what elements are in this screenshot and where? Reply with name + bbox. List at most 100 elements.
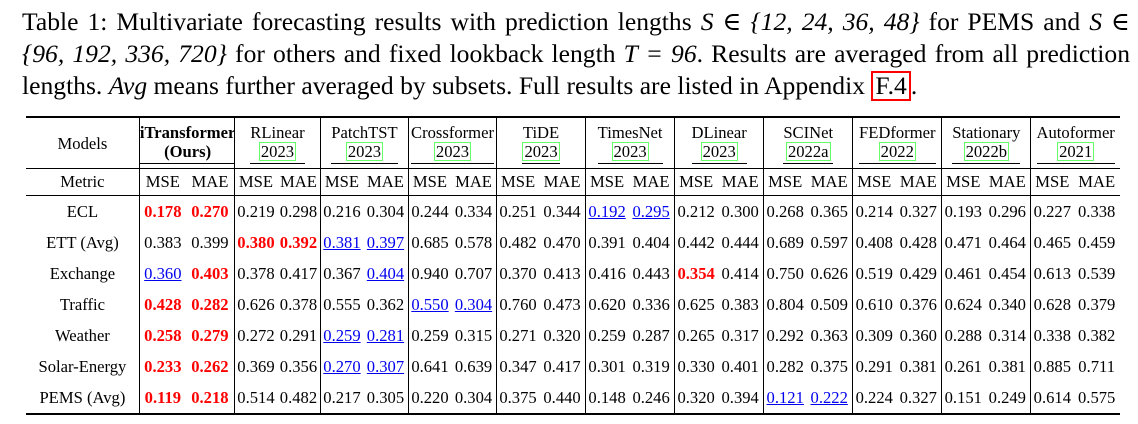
metric-value: 0.344 [543,201,581,221]
citation-year[interactable]: 2022a [785,141,831,161]
model-citation-link[interactable]: 2022a [783,141,833,161]
metric-value: 0.375 [810,356,848,376]
metric-value-cell: 0.295 [628,196,675,228]
metric-value-cell: 0.259 [319,320,363,351]
metric-value-cell: 0.804 [763,289,807,320]
dataset-label: Exchange [49,263,116,283]
metric-value: 0.414 [721,263,759,283]
metric-value: 0.338 [1033,325,1072,345]
metric-value-cell: 0.219 [233,195,277,227]
citation-year[interactable]: 2022 [878,141,916,161]
mse-header: MSE [852,168,896,196]
model-name: SCINet [783,122,834,142]
metric-value: 0.444 [721,232,759,252]
model-citation-link[interactable]: 2023 [250,141,304,161]
metric-value-cell: 0.365 [806,196,853,228]
metric-value-cell: 0.224 [852,382,896,415]
metric-value-cell: 0.620 [585,289,629,320]
metric-value-cell: 0.282 [763,351,807,382]
caption-avg: Avg [108,71,148,100]
metric-value: 0.639 [454,356,493,376]
model-citation-link[interactable]: 2023 [411,141,494,161]
citation-year[interactable]: 2022b [963,141,1010,161]
model-header: PatchTST 2023 [319,116,409,169]
metric-value-cell: 0.626 [806,258,853,289]
citation-year[interactable]: 2023 [258,141,297,161]
metric-value: 0.307 [366,356,405,376]
metric-value: 0.428 [144,294,182,314]
citation-year[interactable]: 2023 [611,141,649,161]
metric-value-cell: 0.251 [496,195,540,227]
metric-value: 0.417 [279,263,318,283]
metric-value-cell: 0.885 [1030,351,1074,382]
metric-value-cell: 0.454 [984,258,1031,289]
metric-value: 0.940 [411,263,449,283]
model-name: TimesNet [597,122,663,142]
metric-value: 0.885 [1033,356,1072,376]
table-row: Exchange 0.360 0.403 0.378 0.417 0.367 0.404 0.… [26,258,1120,289]
metric-value-cell: 0.282 [186,289,235,320]
metric-header-row: Metric MSE MAE MSE MAE MSE MAE MSE MAE MSE MAE MSE… [26,168,1120,196]
metric-value-cell: 0.550 [407,289,451,320]
metric-value: 0.804 [766,294,804,314]
metric-value: 0.614 [1033,387,1072,407]
model-citation-link[interactable]: 2022b [952,141,1020,161]
metric-value: 0.217 [323,387,361,407]
citation-year[interactable]: 2023 [522,141,560,161]
citation-year[interactable]: 2021 [1057,141,1095,161]
metric-value: 0.707 [454,263,493,283]
metric-value-cell: 0.178 [138,195,186,227]
metric-value: 0.148 [588,387,626,407]
metric-value: 0.298 [279,201,318,221]
metric-value-cell: 0.362 [363,289,409,320]
metric-value-cell: 0.369 [233,351,277,382]
model-citation-link[interactable]: 2021 [1037,141,1115,161]
metric-value-cell: 0.249 [984,382,1031,415]
citation-year[interactable]: 2023 [700,141,738,161]
metric-value: 0.319 [632,356,670,376]
mse-header: MSE [496,168,540,196]
metric-value-cell: 0.555 [319,289,363,320]
metric-value-cell: 0.509 [806,289,853,320]
model-header: TiDE 2023 [496,116,586,169]
model-citation-link[interactable]: 2023 [598,141,663,161]
caption-math-s-pems: S ∈ {12, 24, 36, 48} [700,7,920,36]
metric-value: 0.282 [766,356,804,376]
metric-value-cell: 0.370 [496,258,540,289]
metric-value-cell: 0.356 [277,351,321,382]
model-header: Stationary 2022b [941,116,1031,169]
metric-value: 0.347 [499,356,537,376]
model-header: iTransformer (Ours) [138,116,236,169]
metric-value-cell: 0.403 [186,258,235,289]
metric-value-cell: 0.307 [363,351,409,382]
model-citation-link[interactable]: 2023 [331,141,397,161]
mse-header: MSE [763,168,807,196]
model-name: Autoformer [1036,122,1115,142]
metric-value-cell: 0.291 [852,351,896,382]
metric-value-cell: 0.380 [233,227,277,258]
caption-math-s-others: S ∈ {96, 192, 336, 720} [22,7,1130,68]
metric-value-cell: 0.298 [277,196,321,228]
model-citation-link[interactable]: 2022 [859,141,936,161]
model-citation-link[interactable]: 2023 [692,141,747,161]
metric-value-cell: 0.442 [674,227,718,258]
metric-value: 0.370 [499,263,537,283]
metric-value-cell: 0.397 [363,227,409,258]
metric-value: 0.356 [279,356,318,376]
mse-header: MSE [319,168,363,196]
appendix-link[interactable]: F.4 [871,71,911,101]
metric-value: 0.304 [366,201,405,221]
citation-year[interactable]: 2023 [433,141,472,161]
citation-year[interactable]: 2023 [345,141,384,161]
metric-value: 0.258 [144,325,182,345]
metric-value: 0.375 [499,387,537,407]
metric-value-cell: 0.624 [941,289,985,320]
model-citation-link[interactable]: 2023 [522,141,560,161]
metric-value-cell: 0.305 [362,382,409,415]
metric-value-cell: 0.287 [628,320,675,351]
metric-value-cell: 0.382 [1073,320,1120,351]
table-row: Solar-Energy 0.233 0.262 0.369 0.356 0.270 0.3… [26,351,1120,382]
metric-value-cell: 0.408 [852,227,896,258]
metric-value-cell: 0.327 [895,382,942,415]
metric-value-cell: 0.514 [233,382,277,415]
